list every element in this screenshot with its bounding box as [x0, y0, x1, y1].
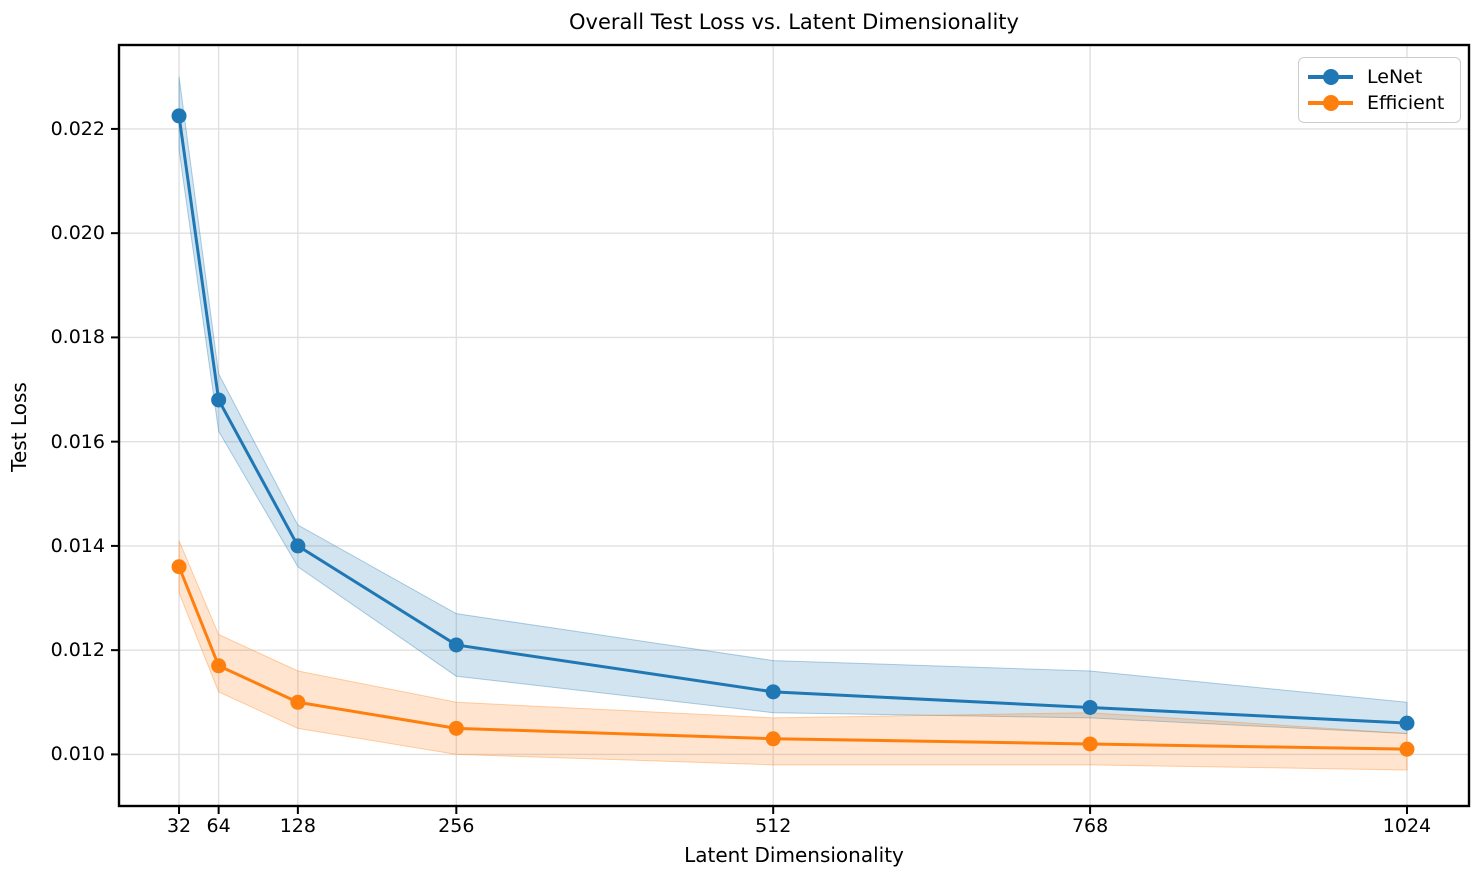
legend-label-efficient: Efficient: [1367, 92, 1445, 114]
chart-title: Overall Test Loss vs. Latent Dimensional…: [569, 10, 1019, 34]
lenet-marker: [1082, 699, 1098, 715]
y-tick-label: 0.018: [50, 326, 105, 349]
lenet-marker: [1399, 715, 1415, 731]
x-axis-label: Latent Dimensionality: [684, 843, 904, 867]
efficient-marker-icon: [1322, 95, 1339, 111]
efficient-marker: [1082, 736, 1098, 752]
efficient-marker: [211, 658, 227, 674]
lenet-line-sample-icon: [1308, 69, 1353, 85]
efficient-marker: [1399, 741, 1415, 757]
efficient-marker: [448, 720, 464, 736]
efficient-line-sample-icon: [1308, 95, 1353, 111]
legend: LeNet Efficient: [1298, 57, 1461, 123]
y-tick-label: 0.022: [50, 117, 105, 140]
efficient-marker: [171, 559, 187, 575]
x-tick-label: 512: [755, 815, 792, 837]
x-tick-label: 1024: [1382, 815, 1432, 837]
efficient-confidence-band: [178, 540, 1408, 771]
legend-item-efficient: Efficient: [1308, 90, 1450, 116]
x-tick-label: 256: [438, 815, 475, 837]
lenet-marker: [171, 108, 187, 124]
lenet-marker: [448, 637, 464, 653]
y-tick-label: 0.010: [50, 743, 105, 766]
lenet-marker: [290, 538, 306, 554]
lenet-marker: [765, 684, 781, 700]
x-tick-label: 128: [279, 815, 316, 837]
legend-item-lenet: LeNet: [1308, 64, 1450, 90]
y-tick-label: 0.014: [50, 534, 105, 557]
x-tick-label: 64: [206, 815, 231, 837]
y-tick-label: 0.012: [50, 639, 105, 662]
lenet-marker: [211, 392, 227, 408]
axes-spines: [117, 43, 1471, 808]
legend-label-lenet: LeNet: [1367, 66, 1423, 88]
y-tick-label: 0.016: [50, 430, 105, 453]
lenet-marker-icon: [1322, 69, 1339, 85]
x-tick-label: 768: [1071, 815, 1109, 837]
axes-background: [119, 45, 1469, 806]
efficient-marker: [290, 694, 306, 710]
x-tick-label: 32: [166, 815, 192, 837]
lenet-confidence-band: [178, 76, 1408, 735]
y-axis-label: Test Loss: [7, 382, 31, 472]
efficient-marker: [765, 731, 781, 747]
y-tick-label: 0.020: [50, 222, 105, 245]
